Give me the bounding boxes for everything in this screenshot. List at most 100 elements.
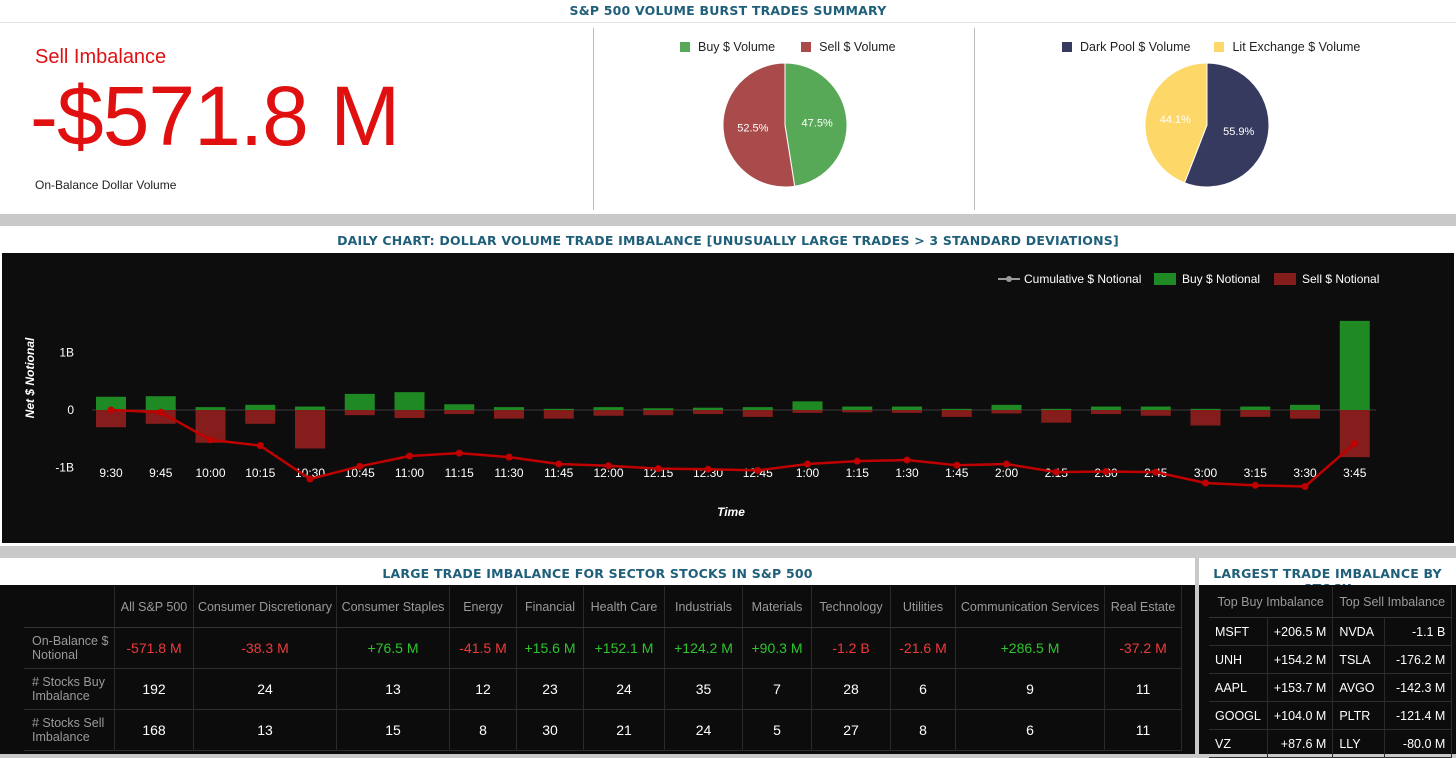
cumulative-point[interactable] [455, 449, 463, 457]
legend-cumulative[interactable]: Cumulative $ Notional [1024, 272, 1141, 286]
cumulative-point[interactable] [1202, 479, 1209, 487]
legend-buy-notional[interactable]: Buy $ Notional [1182, 272, 1260, 286]
buy-bar[interactable] [145, 396, 176, 410]
buy-bar[interactable] [1140, 406, 1171, 410]
cumulative-point[interactable] [953, 461, 961, 469]
sell-bar[interactable] [1190, 410, 1221, 426]
buy-bar[interactable] [1041, 408, 1072, 410]
buy-bar[interactable] [1290, 404, 1320, 410]
sell-bar[interactable] [1041, 410, 1072, 423]
ticker-cell[interactable]: MSFT [1209, 617, 1268, 646]
cumulative-point[interactable] [306, 475, 314, 483]
sell-bar[interactable] [1091, 410, 1121, 415]
sell-bar[interactable] [742, 410, 773, 417]
ticker-cell[interactable]: UNH [1209, 645, 1268, 674]
cumulative-point[interactable] [505, 453, 513, 461]
table-cell: +124.2 M [664, 627, 743, 669]
cumulative-point[interactable] [903, 456, 911, 464]
sell-bar[interactable] [1339, 410, 1370, 458]
cumulative-point[interactable] [704, 465, 712, 473]
buy-bar[interactable] [295, 406, 325, 410]
sell-bar[interactable] [643, 410, 674, 416]
cumulative-point[interactable] [1301, 482, 1309, 490]
cumulative-point[interactable] [1102, 468, 1110, 476]
cumulative-point[interactable] [754, 466, 762, 474]
buy-bar[interactable] [444, 404, 475, 410]
cumulative-point[interactable] [1251, 481, 1259, 489]
buy-bar[interactable] [245, 404, 276, 410]
ticker-cell[interactable]: LLY [1332, 729, 1386, 758]
pie-slice[interactable] [722, 62, 796, 188]
sell-bar[interactable] [1140, 410, 1171, 416]
legend-dark-pool[interactable]: Dark Pool $ Volume [1062, 40, 1190, 54]
sell-bar[interactable] [494, 410, 524, 419]
sell-bar[interactable] [295, 410, 325, 449]
cumulative-point[interactable] [1003, 460, 1010, 468]
cumulative-point[interactable] [555, 460, 563, 468]
ticker-cell[interactable]: TSLA [1332, 645, 1386, 674]
cumulative-point[interactable] [853, 457, 861, 465]
buy-bar[interactable] [1190, 408, 1221, 410]
ticker-cell[interactable]: AAPL [1209, 673, 1268, 702]
sell-bar[interactable] [593, 410, 624, 416]
legend-sell-notional[interactable]: Sell $ Notional [1302, 272, 1379, 286]
buy-bar[interactable] [96, 396, 126, 410]
cumulative-point[interactable] [256, 442, 264, 450]
legend-lit-exchange[interactable]: Lit Exchange $ Volume [1214, 40, 1360, 54]
buy-bar[interactable] [494, 407, 524, 410]
ticker-cell[interactable]: VZ [1209, 729, 1268, 758]
sell-bar[interactable] [941, 410, 972, 417]
sell-bar[interactable] [543, 410, 574, 419]
buy-bar[interactable] [742, 407, 773, 410]
ticker-cell[interactable]: GOOGL [1209, 701, 1268, 730]
sell-bar[interactable] [96, 410, 126, 428]
buy-bar[interactable] [991, 404, 1022, 410]
buy-bar[interactable] [543, 408, 574, 410]
buy-bar[interactable] [892, 406, 922, 410]
cumulative-point[interactable] [1152, 468, 1160, 476]
buy-bar[interactable] [394, 392, 425, 410]
legend-buy-volume[interactable]: Buy $ Volume [680, 40, 775, 54]
sell-bar[interactable] [991, 410, 1022, 414]
pie-slice[interactable] [1183, 62, 1270, 188]
buy-bar[interactable] [593, 407, 624, 410]
buy-bar[interactable] [941, 408, 972, 410]
sell-bar[interactable] [444, 410, 475, 415]
buy-bar[interactable] [195, 407, 226, 410]
cumulative-point[interactable] [107, 406, 115, 414]
buy-bar[interactable] [842, 406, 873, 410]
sell-bar[interactable] [394, 410, 425, 419]
buy-bar[interactable] [1240, 406, 1271, 410]
cumulative-point[interactable] [605, 462, 612, 470]
buy-bar[interactable] [792, 401, 823, 410]
pie-slice[interactable] [784, 62, 848, 187]
ticker-cell[interactable]: NVDA [1332, 617, 1386, 646]
buy-bar[interactable] [344, 393, 375, 410]
cumulative-point[interactable] [356, 462, 364, 470]
ticker-cell[interactable]: AVGO [1332, 673, 1386, 702]
sell-bar[interactable] [792, 410, 823, 413]
sell-bar[interactable] [693, 410, 723, 415]
ticker-cell[interactable]: PLTR [1332, 701, 1386, 730]
cumulative-point[interactable] [804, 460, 811, 468]
buy-bar[interactable] [693, 407, 723, 410]
sell-bar[interactable] [892, 410, 922, 413]
sell-bar[interactable] [842, 410, 873, 413]
cumulative-point[interactable] [1052, 468, 1060, 476]
sell-bar[interactable] [344, 410, 375, 416]
sell-bar[interactable] [1240, 410, 1271, 417]
sell-bar[interactable] [245, 410, 276, 424]
cumulative-point[interactable] [654, 465, 662, 473]
cumulative-point[interactable] [1351, 439, 1359, 447]
sell-bar[interactable] [1290, 410, 1320, 419]
cumulative-point[interactable] [157, 408, 165, 416]
legend-sell-volume[interactable]: Sell $ Volume [801, 40, 896, 54]
buy-bar[interactable] [643, 408, 674, 410]
cumulative-point[interactable] [207, 436, 214, 444]
cumulative-point[interactable] [406, 452, 413, 460]
pie-slice[interactable] [1144, 62, 1208, 184]
sell-bar[interactable] [145, 410, 176, 424]
x-tick-label: 3:15 [1244, 466, 1268, 480]
buy-bar[interactable] [1339, 320, 1370, 410]
buy-bar[interactable] [1091, 406, 1121, 410]
